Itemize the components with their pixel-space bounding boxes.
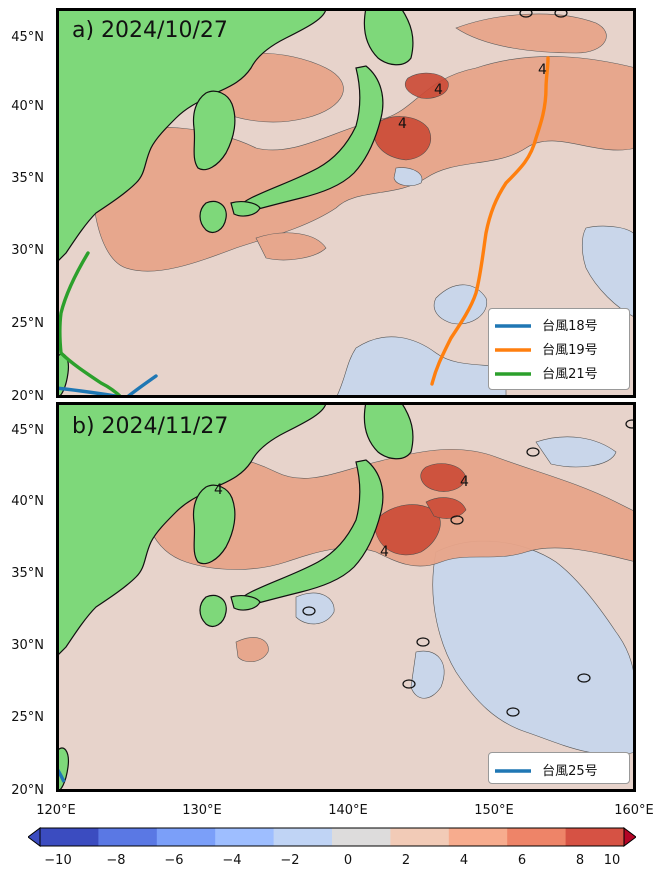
lat-tick: 45°N xyxy=(11,423,44,438)
colorbar-segment xyxy=(565,828,625,846)
lat-tick: 20°N xyxy=(11,783,44,798)
map-panel-b: 4 4 4 xyxy=(56,402,636,792)
svg-text:4: 4 xyxy=(214,482,223,498)
lon-tick: 120°E xyxy=(36,803,76,818)
lat-tick: 25°N xyxy=(11,316,44,331)
kyushu xyxy=(199,200,227,233)
map-panel-a: 4 4 4 xyxy=(56,8,636,398)
colorbar-frame xyxy=(39,827,625,847)
lat-tick: 40°N xyxy=(11,99,44,114)
legend-label: 台風19号 xyxy=(542,343,598,358)
kyushu xyxy=(199,594,227,627)
lon-tick: 150°E xyxy=(474,803,514,818)
colorbar-tick: −4 xyxy=(222,853,242,868)
legend-item: 台風21号 xyxy=(495,363,598,382)
legend-label: 台風18号 xyxy=(542,319,598,334)
colorbar-segment xyxy=(448,828,508,846)
colorbar-tick: 2 xyxy=(401,853,411,868)
zero-contour-markers xyxy=(302,419,636,717)
lon-tick: 160°E xyxy=(614,803,654,818)
legend-label: 台風21号 xyxy=(542,367,598,382)
colorbar-segment xyxy=(40,828,99,846)
lat-tick: 30°N xyxy=(11,243,44,258)
contour-labels: 4 4 4 xyxy=(398,62,547,132)
land-areas xyxy=(56,8,414,398)
contour-labels: 4 4 4 xyxy=(214,474,469,560)
hokkaido xyxy=(363,8,414,66)
colorbar-tick: −10 xyxy=(44,853,72,868)
colorbar-tick: −6 xyxy=(164,853,184,868)
hot-anomaly-areas xyxy=(373,72,449,161)
svg-text:4: 4 xyxy=(460,474,469,490)
cool-anomaly-areas xyxy=(335,167,636,398)
lat-tick: 30°N xyxy=(11,638,44,653)
legend-label: 台風25号 xyxy=(542,764,598,779)
svg-text:4: 4 xyxy=(380,544,389,560)
lat-tick: 45°N xyxy=(11,30,44,45)
colorbar-segment xyxy=(390,828,450,846)
colorbar-tick: 6 xyxy=(517,853,527,868)
colorbar-tick: −8 xyxy=(106,853,126,868)
panel-b-title: b) 2024/11/27 xyxy=(72,414,229,439)
colorbar-segment xyxy=(215,828,275,846)
warm-anomaly-areas xyxy=(91,13,636,272)
asian-continent xyxy=(56,8,327,264)
colorbar-tick: 8 xyxy=(575,853,585,868)
legend-b: 台風25号 xyxy=(488,752,630,784)
svg-text:4: 4 xyxy=(538,62,547,78)
colorbar-segment xyxy=(156,828,216,846)
colorbar-segment xyxy=(98,828,158,846)
cool-anomaly-areas xyxy=(295,436,636,756)
legend-swatch xyxy=(495,371,531,376)
shikoku xyxy=(230,201,261,217)
lat-tick: 40°N xyxy=(11,494,44,509)
colorbar-tick: −2 xyxy=(280,853,300,868)
korean-peninsula xyxy=(192,90,236,171)
korean-peninsula xyxy=(192,484,236,565)
lat-tick: 35°N xyxy=(11,171,44,186)
panel-b-frame xyxy=(56,402,636,792)
typhoon-19-track xyxy=(430,56,550,386)
hokkaido xyxy=(363,402,414,460)
colorbar xyxy=(28,827,636,847)
shikoku xyxy=(230,595,261,611)
svg-text:4: 4 xyxy=(398,116,407,132)
legend-swatch xyxy=(495,323,531,328)
legend-item: 台風19号 xyxy=(495,339,598,358)
lat-tick: 25°N xyxy=(11,710,44,725)
panel-a-frame xyxy=(56,8,636,398)
panel-a-title: a) 2024/10/27 xyxy=(72,18,228,43)
lon-tick: 140°E xyxy=(328,803,368,818)
legend-item: 台風18号 xyxy=(495,315,598,334)
hot-anomaly-areas xyxy=(373,463,467,556)
lat-tick: 20°N xyxy=(11,389,44,404)
legend-item: 台風25号 xyxy=(495,760,598,779)
lat-tick: 35°N xyxy=(11,566,44,581)
svg-text:4: 4 xyxy=(434,82,443,98)
colorbar-max-extend xyxy=(623,827,636,847)
colorbar-min-extend xyxy=(28,827,41,847)
land-areas xyxy=(56,402,414,792)
lon-tick: 130°E xyxy=(182,803,222,818)
colorbar-tick: 4 xyxy=(459,853,469,868)
colorbar-tick: 10 xyxy=(603,853,621,868)
colorbar-segment xyxy=(332,828,391,846)
legend-swatch xyxy=(495,768,531,773)
legend-swatch xyxy=(495,347,531,352)
asian-continent xyxy=(56,402,327,658)
colorbar-segment xyxy=(273,828,333,846)
colorbar-tick: 0 xyxy=(343,853,353,868)
legend-a: 台風18号 台風19号 台風21号 xyxy=(488,308,630,390)
colorbar-segment xyxy=(507,828,567,846)
typhoon-21-track xyxy=(58,251,124,398)
